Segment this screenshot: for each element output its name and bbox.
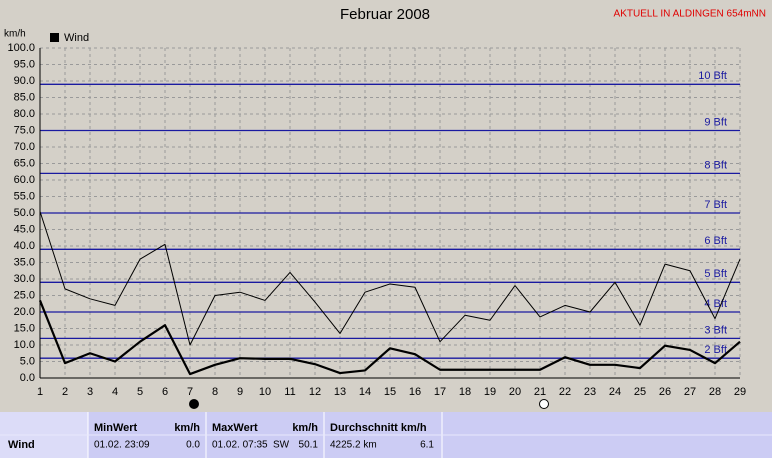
max-direction: SW xyxy=(273,440,290,451)
x-tick-label: 25 xyxy=(634,386,646,398)
beaufort-label: 7 Bft xyxy=(704,199,727,211)
min-time: 01.02. 23:09 xyxy=(94,440,150,451)
max-value: 50.1 xyxy=(299,440,319,451)
min-value: 0.0 xyxy=(186,440,200,451)
x-tick-label: 15 xyxy=(384,386,396,398)
y-tick-label: 85.0 xyxy=(14,91,35,103)
y-tick-label: 10.0 xyxy=(14,339,35,351)
x-tick-label: 3 xyxy=(87,386,93,398)
y-tick-label: 50.0 xyxy=(14,207,35,219)
y-tick-label: 55.0 xyxy=(14,190,35,202)
beaufort-label: 4 Bft xyxy=(704,298,727,310)
y-tick-label: 75.0 xyxy=(14,124,35,136)
series-line xyxy=(38,300,741,376)
x-tick-label: 16 xyxy=(409,386,421,398)
beaufort-label: 3 Bft xyxy=(704,324,727,336)
x-tick-label: 19 xyxy=(484,386,496,398)
x-tick-label: 6 xyxy=(162,386,168,398)
avg-value: 6.1 xyxy=(420,440,434,451)
beaufort-label: 10 Bft xyxy=(698,70,727,82)
beaufort-label: 2 Bft xyxy=(704,344,727,356)
x-tick-label: 14 xyxy=(359,386,371,398)
y-tick-label: 35.0 xyxy=(14,256,35,268)
x-tick-label: 1 xyxy=(37,386,43,398)
row-label: Wind xyxy=(8,439,35,451)
x-tick-label: 22 xyxy=(559,386,571,398)
x-tick-label: 29 xyxy=(734,386,746,398)
x-tick-label: 9 xyxy=(237,386,243,398)
station-label: AKTUELL IN ALDINGEN 654mNN xyxy=(614,9,766,20)
x-tick-label: 5 xyxy=(137,386,143,398)
y-tick-label: 5.0 xyxy=(20,355,35,367)
full-moon xyxy=(539,399,549,409)
x-tick-label: 11 xyxy=(284,386,295,398)
col-header: Durchschnitt km/h xyxy=(330,422,427,434)
y-tick-label: 90.0 xyxy=(14,75,35,87)
y-tick-label: 65.0 xyxy=(14,157,35,169)
series-line xyxy=(39,211,741,346)
x-tick-label: 21 xyxy=(534,386,546,398)
y-tick-label: 30.0 xyxy=(14,273,35,285)
y-tick-label: 0.0 xyxy=(20,372,35,384)
x-tick-label: 8 xyxy=(212,386,218,398)
beaufort-label: 5 Bft xyxy=(704,268,727,280)
y-tick-label: 70.0 xyxy=(14,141,35,153)
x-tick-label: 24 xyxy=(609,386,621,398)
x-tick-label: 27 xyxy=(684,386,696,398)
col-unit: km/h xyxy=(292,422,318,434)
x-tick-label: 4 xyxy=(112,386,118,398)
x-tick-label: 2 xyxy=(62,386,68,398)
x-tick-label: 13 xyxy=(334,386,346,398)
y-tick-label: 80.0 xyxy=(14,108,35,120)
legend-label: Wind xyxy=(64,32,89,44)
y-tick-label: 25.0 xyxy=(14,289,35,301)
avg-distance: 4225.2 km xyxy=(330,440,377,451)
legend-swatch xyxy=(50,33,59,42)
x-tick-label: 28 xyxy=(709,386,721,398)
x-tick-label: 23 xyxy=(584,386,596,398)
max-time: 01.02. 07:35 xyxy=(212,440,268,451)
y-tick-label: 95.0 xyxy=(14,58,35,70)
x-tick-label: 10 xyxy=(259,386,271,398)
col-header: MinWert xyxy=(94,422,138,434)
y-tick-label: 20.0 xyxy=(14,306,35,318)
beaufort-label: 6 Bft xyxy=(704,235,727,247)
new-moon xyxy=(189,399,199,409)
y-axis-label: km/h xyxy=(4,29,26,40)
y-tick-label: 40.0 xyxy=(14,240,35,252)
chart-title: Februar 2008 xyxy=(340,6,430,23)
col-unit: km/h xyxy=(174,422,200,434)
x-tick-label: 26 xyxy=(659,386,671,398)
x-tick-label: 18 xyxy=(459,386,471,398)
x-tick-label: 7 xyxy=(187,386,193,398)
beaufort-label: 9 Bft xyxy=(704,116,727,128)
y-tick-label: 15.0 xyxy=(14,322,35,334)
beaufort-label: 8 Bft xyxy=(704,159,727,171)
col-header: MaxWert xyxy=(212,422,258,434)
y-tick-label: 100.0 xyxy=(7,42,35,54)
x-tick-label: 20 xyxy=(509,386,521,398)
x-tick-label: 17 xyxy=(434,386,446,398)
y-tick-label: 45.0 xyxy=(14,223,35,235)
summary-panel: Wind MinWert km/h 01.02. 23:09 0.0 MaxWe… xyxy=(0,412,772,458)
x-tick-label: 12 xyxy=(309,386,321,398)
y-tick-label: 60.0 xyxy=(14,174,35,186)
